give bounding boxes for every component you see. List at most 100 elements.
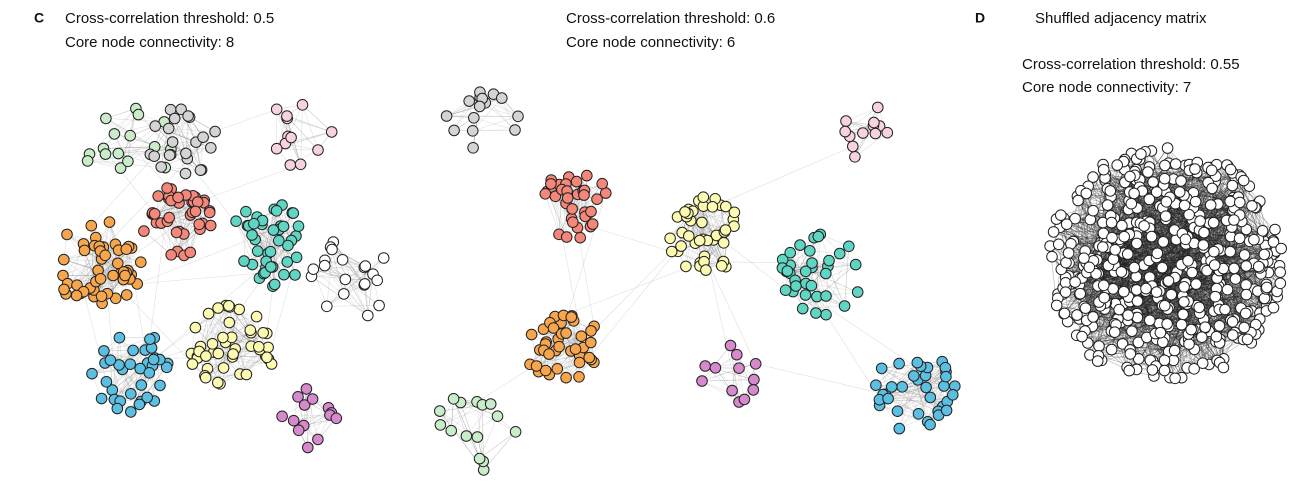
edge <box>105 118 129 162</box>
edge <box>302 104 332 133</box>
edge <box>177 210 210 252</box>
edge <box>897 375 915 412</box>
node <box>665 245 678 258</box>
edge <box>1169 197 1234 378</box>
node <box>551 363 564 375</box>
node <box>1072 194 1084 207</box>
edge <box>66 234 114 276</box>
node <box>790 280 802 292</box>
node <box>203 206 216 219</box>
node <box>738 393 751 406</box>
edge <box>91 116 190 226</box>
node <box>154 379 166 392</box>
node <box>147 353 160 366</box>
node <box>244 324 257 337</box>
node <box>133 398 146 411</box>
node <box>440 110 453 122</box>
node <box>199 371 212 384</box>
node <box>261 351 273 364</box>
node <box>270 142 283 155</box>
edge <box>1134 166 1150 268</box>
node <box>1196 331 1208 344</box>
node <box>1118 285 1130 298</box>
edge <box>109 222 114 276</box>
edge <box>558 189 563 235</box>
edge <box>703 206 705 257</box>
edge <box>879 405 931 425</box>
node <box>168 112 181 125</box>
edge <box>1167 148 1247 286</box>
node <box>170 226 183 239</box>
edge <box>811 262 845 307</box>
node <box>252 341 265 353</box>
edge <box>168 128 216 132</box>
edge <box>302 104 332 133</box>
node <box>875 362 888 375</box>
edge <box>114 133 171 150</box>
node <box>706 201 719 213</box>
edge <box>1140 223 1248 285</box>
node <box>277 220 290 233</box>
edge <box>482 404 484 462</box>
edge <box>811 264 856 286</box>
edge <box>1166 226 1233 325</box>
edge <box>702 379 754 382</box>
edge <box>1107 188 1185 287</box>
node <box>812 230 825 243</box>
node <box>300 383 313 395</box>
node <box>1226 316 1239 328</box>
edge <box>1204 266 1259 329</box>
edge <box>1077 200 1116 266</box>
node <box>1226 179 1239 192</box>
node <box>539 364 552 377</box>
nodes <box>57 86 1287 476</box>
node <box>165 249 177 261</box>
edge <box>568 177 595 327</box>
edge <box>333 241 365 286</box>
node <box>112 257 124 270</box>
node <box>240 205 252 218</box>
node <box>127 344 139 357</box>
node <box>693 234 706 247</box>
node <box>596 177 609 190</box>
node <box>103 216 116 228</box>
node <box>847 140 859 153</box>
edge <box>701 380 740 403</box>
node <box>289 269 301 281</box>
node <box>264 245 277 258</box>
node <box>920 381 932 394</box>
edge <box>825 314 900 429</box>
node <box>881 126 894 139</box>
node <box>217 331 229 344</box>
edge <box>881 368 947 411</box>
node <box>747 384 760 396</box>
node <box>1128 261 1141 274</box>
node <box>160 361 173 374</box>
node <box>1143 193 1156 206</box>
node <box>1131 237 1143 250</box>
edge <box>187 131 216 159</box>
edge <box>854 132 888 157</box>
node <box>359 260 372 272</box>
node <box>125 388 137 400</box>
edge <box>787 264 856 272</box>
node <box>473 100 486 113</box>
edge <box>572 183 603 223</box>
node <box>1101 199 1114 211</box>
edge <box>1130 288 1217 355</box>
node <box>148 208 161 220</box>
edge <box>255 239 297 258</box>
node <box>100 376 113 388</box>
edge <box>76 222 110 286</box>
node <box>282 239 294 252</box>
node <box>189 205 202 218</box>
node <box>539 188 552 200</box>
node <box>679 206 691 218</box>
edge <box>1136 267 1262 318</box>
edge <box>1164 349 1195 371</box>
edge <box>794 237 815 281</box>
edge <box>130 367 167 395</box>
edge <box>1162 305 1182 378</box>
node <box>468 112 480 124</box>
node <box>696 216 708 229</box>
